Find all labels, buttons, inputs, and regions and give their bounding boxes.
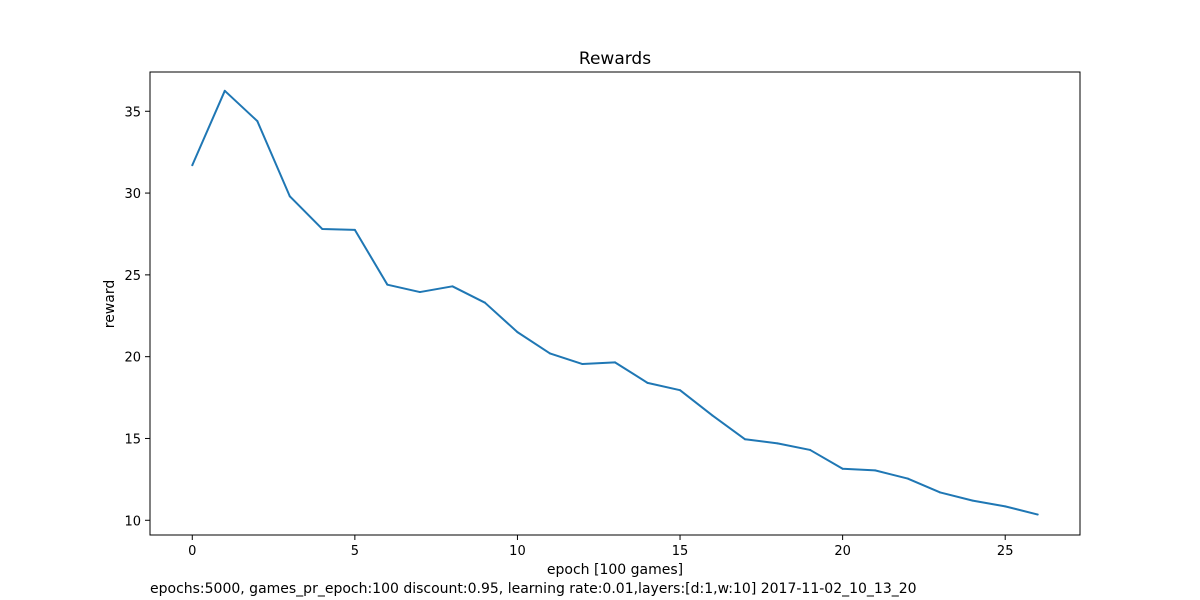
x-tick-label: 15 bbox=[672, 544, 689, 559]
data-point bbox=[776, 442, 779, 445]
y-axis-label: reward bbox=[102, 280, 118, 329]
data-point bbox=[711, 414, 714, 417]
data-point bbox=[646, 381, 649, 384]
y-tick-label: 20 bbox=[124, 351, 141, 366]
x-axis-ticks: 0 5 10 15 20 25 bbox=[188, 535, 1013, 559]
x-axis-label: epoch [100 games] bbox=[547, 562, 683, 578]
y-tick-label: 10 bbox=[124, 514, 141, 529]
data-point bbox=[744, 438, 747, 441]
y-tick-label: 15 bbox=[124, 432, 141, 447]
y-axis-ticks: 10 15 20 25 30 35 bbox=[124, 105, 150, 529]
data-point bbox=[386, 283, 389, 286]
x-tick-label: 25 bbox=[997, 544, 1014, 559]
data-point bbox=[679, 389, 682, 392]
data-point bbox=[256, 120, 259, 123]
data-point bbox=[809, 448, 812, 451]
chart-title: Rewards bbox=[579, 49, 651, 69]
data-point bbox=[483, 301, 486, 304]
data-point bbox=[906, 477, 909, 480]
x-tick-label: 0 bbox=[188, 544, 196, 559]
x-tick-label: 20 bbox=[834, 544, 851, 559]
data-point bbox=[288, 195, 291, 198]
y-tick-label: 25 bbox=[124, 269, 141, 284]
data-point bbox=[614, 361, 616, 364]
plot-area-frame bbox=[149, 71, 1081, 536]
x-tick-label: 5 bbox=[351, 544, 359, 559]
data-point bbox=[581, 363, 584, 366]
data-point bbox=[451, 285, 454, 288]
x-tick-label: 10 bbox=[509, 544, 526, 559]
data-point bbox=[516, 331, 519, 334]
data-point bbox=[548, 352, 551, 355]
data-point bbox=[191, 164, 194, 167]
data-point bbox=[874, 469, 877, 472]
data-point bbox=[971, 499, 974, 502]
data-point bbox=[321, 228, 324, 231]
data-point bbox=[841, 467, 844, 470]
data-point bbox=[353, 228, 356, 231]
data-point bbox=[939, 491, 942, 494]
footer-note: epochs:5000, games_pr_epoch:100 discount… bbox=[150, 581, 917, 597]
data-point bbox=[1004, 505, 1007, 508]
y-tick-label: 30 bbox=[124, 187, 141, 202]
data-point bbox=[418, 291, 421, 294]
y-tick-label: 35 bbox=[124, 105, 141, 120]
data-point bbox=[1036, 513, 1039, 516]
data-point bbox=[223, 89, 226, 92]
series-line bbox=[191, 89, 1038, 516]
series-layer bbox=[191, 89, 1039, 516]
